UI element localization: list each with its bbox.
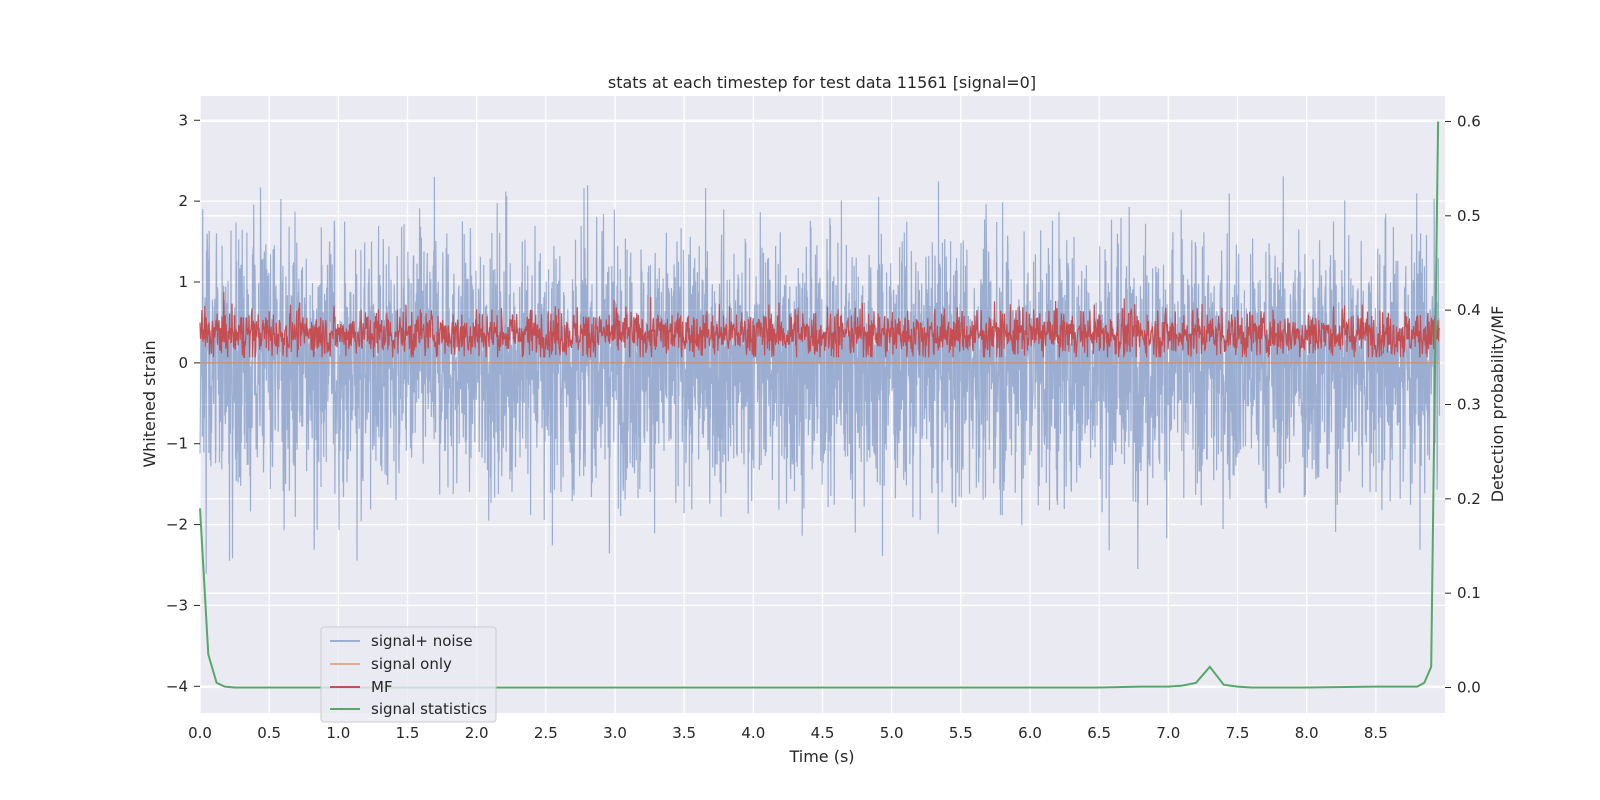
- x-axis-label: Time (s): [788, 747, 854, 766]
- x-tick-label: 5.0: [880, 724, 904, 742]
- legend: signal+ noise signal only MF signal stat…: [320, 626, 497, 723]
- x-tick-label: 5.5: [949, 724, 973, 742]
- chart-title: stats at each timestep for test data 115…: [608, 73, 1036, 92]
- y-axis-label-right: Detection probability/MF: [1488, 306, 1507, 503]
- series-group: [199, 121, 1441, 689]
- x-tick-label: 0.5: [257, 724, 281, 742]
- x-tick-label: 7.0: [1156, 724, 1180, 742]
- y-tick-label-left: 2: [178, 192, 188, 210]
- x-tick-label: 7.5: [1226, 724, 1250, 742]
- y-tick-label-left: −1: [166, 435, 188, 453]
- y-tick-label-left: 3: [178, 111, 188, 129]
- x-tick-label: 0.0: [188, 724, 212, 742]
- y-tick-label-right: 0.2: [1457, 490, 1481, 508]
- x-tick-label: 6.5: [1087, 724, 1111, 742]
- y-ticks-left: 3 2 1 0 −1 −2 −3 −4: [166, 111, 200, 695]
- x-tick-label: 6.0: [1018, 724, 1042, 742]
- legend-label-signal-noise: signal+ noise: [371, 632, 473, 650]
- y-tick-label-right: 0.0: [1457, 679, 1481, 697]
- series-signal-statistics: [199, 121, 1440, 689]
- x-tick-label: 8.5: [1364, 724, 1388, 742]
- y-tick-label-right: 0.4: [1457, 301, 1481, 319]
- x-tick-label: 2.5: [534, 724, 558, 742]
- x-tick-label: 4.5: [811, 724, 835, 742]
- y-tick-label-right: 0.3: [1457, 396, 1481, 414]
- x-ticks: 0.0 0.5 1.0 1.5 2.0 2.5 3.0 3.5 4.0 4.5 5.0 5.5 6.0 6…: [188, 724, 1388, 742]
- y-tick-label-left: −3: [166, 596, 188, 614]
- y-ticks-right: 0.6 0.5 0.4 0.3 0.2 0.1 0.0: [1445, 112, 1481, 697]
- y-axis-label-left: Whitened strain: [140, 340, 159, 467]
- series-mf: [199, 291, 1441, 358]
- y-tick-label-left: 1: [178, 273, 188, 291]
- x-tick-label: 3.5: [672, 724, 696, 742]
- x-tick-label: 3.0: [603, 724, 627, 742]
- legend-label-mf: MF: [371, 678, 393, 696]
- y-tick-label-left: −4: [166, 677, 188, 695]
- y-tick-label-left: −2: [166, 516, 188, 534]
- x-tick-label: 4.0: [741, 724, 765, 742]
- y-tick-label-right: 0.5: [1457, 207, 1481, 225]
- legend-label-signal-statistics: signal statistics: [371, 700, 487, 718]
- y-tick-label-right: 0.6: [1457, 112, 1481, 130]
- y-tick-label-right: 0.1: [1457, 584, 1481, 602]
- y-tick-label-left: 0: [178, 354, 188, 372]
- x-tick-label: 8.0: [1295, 724, 1319, 742]
- legend-box: [320, 626, 497, 723]
- x-tick-label: 2.0: [465, 724, 489, 742]
- x-tick-label: 1.0: [326, 724, 350, 742]
- legend-label-signal-only: signal only: [371, 655, 452, 673]
- x-tick-label: 1.5: [396, 724, 420, 742]
